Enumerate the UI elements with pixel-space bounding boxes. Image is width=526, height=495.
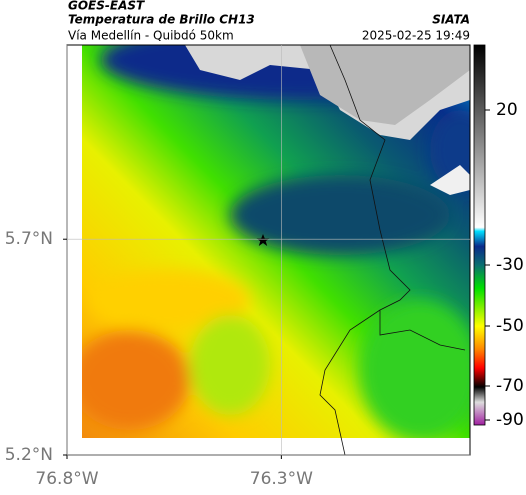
y-tick-label: 5.2°N — [5, 445, 53, 465]
source: GOES-EAST — [68, 0, 145, 13]
location-marker — [256, 234, 270, 246]
colorbar-label: -70 — [496, 376, 524, 396]
org: SIATA — [432, 13, 470, 27]
subtitle: Vía Medellín - Quibdó 50km — [68, 29, 234, 43]
datetime: 2025-02-25 19:49 — [362, 29, 470, 43]
colorbar-label: -90 — [496, 410, 524, 430]
colorbar-label: -30 — [496, 255, 524, 275]
title: Temperatura de Brillo CH13 — [68, 13, 255, 27]
x-tick-label: 76.8°W — [35, 469, 98, 489]
colorbar — [473, 44, 486, 426]
border — [319, 44, 466, 456]
colorbar-label: -50 — [496, 316, 524, 336]
temperature-field — [82, 45, 470, 438]
x-tick-label: 76.3°W — [250, 469, 313, 489]
colorbar-label: 20 — [496, 100, 518, 120]
y-tick-label: 5.7°N — [5, 229, 53, 249]
